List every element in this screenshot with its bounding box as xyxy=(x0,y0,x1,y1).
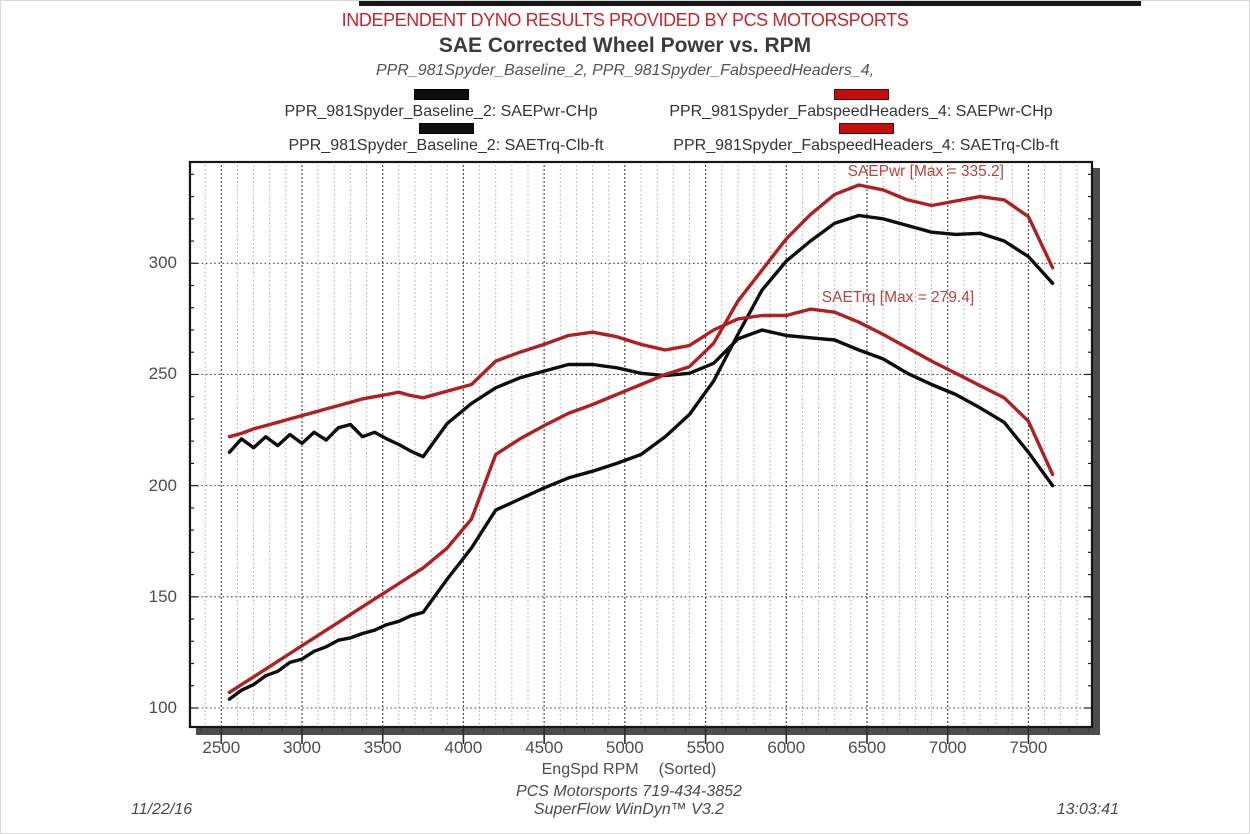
footer-shop-phone: PCS Motorsports 719-434-3852 xyxy=(516,783,742,800)
legend-label: PPR_981Spyder_Baseline_2: SAETrq-Clb-ft xyxy=(288,137,604,154)
legend-swatch-black-torque xyxy=(418,123,474,134)
x-tick-label: 4500 xyxy=(525,738,564,757)
x-tick-label: 7000 xyxy=(928,738,967,757)
footer-software-version: SuperFlow WinDyn™ V3.2 xyxy=(533,801,725,818)
plot-area xyxy=(188,160,1094,744)
x-tick-label: 6500 xyxy=(848,738,886,757)
y-tick-label: 200 xyxy=(148,475,177,495)
x-tick-label: 5500 xyxy=(686,738,725,757)
x-tick-label: 7500 xyxy=(1009,738,1048,757)
chart-annotation: SAEPwr [Max = 335.2] xyxy=(847,163,1004,181)
page-title: SAE Corrected Wheel Power vs. RPM xyxy=(438,34,812,57)
x-tick-label: 6000 xyxy=(767,738,806,757)
legend-label: PPR_981Spyder_FabspeedHeaders_4: SAEPwr-… xyxy=(669,103,1053,120)
x-tick-label: 3500 xyxy=(363,738,402,757)
legend-swatch-red-torque xyxy=(838,123,894,134)
time-stamp: 13:03:41 xyxy=(1056,801,1119,818)
x-tick-label: 4000 xyxy=(444,738,483,757)
curve-ppr-981spyder-baseline-2-saepwr-chp xyxy=(227,213,1055,701)
legend-swatch-black-power xyxy=(413,89,469,100)
x-axis-title-main: EngSpd RPM xyxy=(541,761,639,778)
x-axis-title: EngSpd RPM (Sorted) xyxy=(429,761,829,779)
curve-ppr-981spyder-baseline-2-saetrq-clb-ft xyxy=(227,328,1055,488)
plot-border xyxy=(188,160,1094,729)
y-tick-label: 100 xyxy=(148,697,177,717)
date-stamp: 11/22/16 xyxy=(131,801,193,818)
x-tick-label: 3000 xyxy=(283,738,321,757)
y-tick-label: 250 xyxy=(148,364,177,384)
legend-item-fabspeed-power: PPR_981Spyder_FabspeedHeaders_4: SAEPwr-… xyxy=(651,89,1071,121)
legend-item-fabspeed-torque: PPR_981Spyder_FabspeedHeaders_4: SAETrq-… xyxy=(656,123,1076,155)
photo-edge-strip xyxy=(359,1,1141,6)
x-tick-label: 2500 xyxy=(202,738,241,757)
y-tick-label: 300 xyxy=(148,253,177,273)
legend-item-baseline-power: PPR_981Spyder_Baseline_2: SAEPwr-CHp xyxy=(241,89,641,121)
disclaimer-banner: INDEPENDENT DYNO RESULTS PROVIDED BY PCS… xyxy=(341,10,909,30)
x-tick-label: 5000 xyxy=(605,738,644,757)
curve-ppr-981spyder-fabspeedheaders-4-saepwr-chp xyxy=(227,183,1055,695)
curve-ppr-981spyder-fabspeedheaders-4-saetrq-clb-ft xyxy=(227,307,1055,477)
legend-label: PPR_981Spyder_FabspeedHeaders_4: SAETrq-… xyxy=(673,137,1059,154)
x-axis-title-suffix: (Sorted) xyxy=(658,761,717,778)
legend-swatch-red-power xyxy=(833,89,889,100)
dyno-chart xyxy=(188,160,1094,744)
y-tick-label: 150 xyxy=(148,586,177,606)
legend-label: PPR_981Spyder_Baseline_2: SAEPwr-CHp xyxy=(284,103,598,120)
chart-annotation: SAETrq [Max = 279.4] xyxy=(821,288,975,306)
page-subtitle: PPR_981Spyder_Baseline_2, PPR_981Spyder_… xyxy=(375,62,875,79)
legend-item-baseline-torque: PPR_981Spyder_Baseline_2: SAETrq-Clb-ft xyxy=(246,123,646,155)
